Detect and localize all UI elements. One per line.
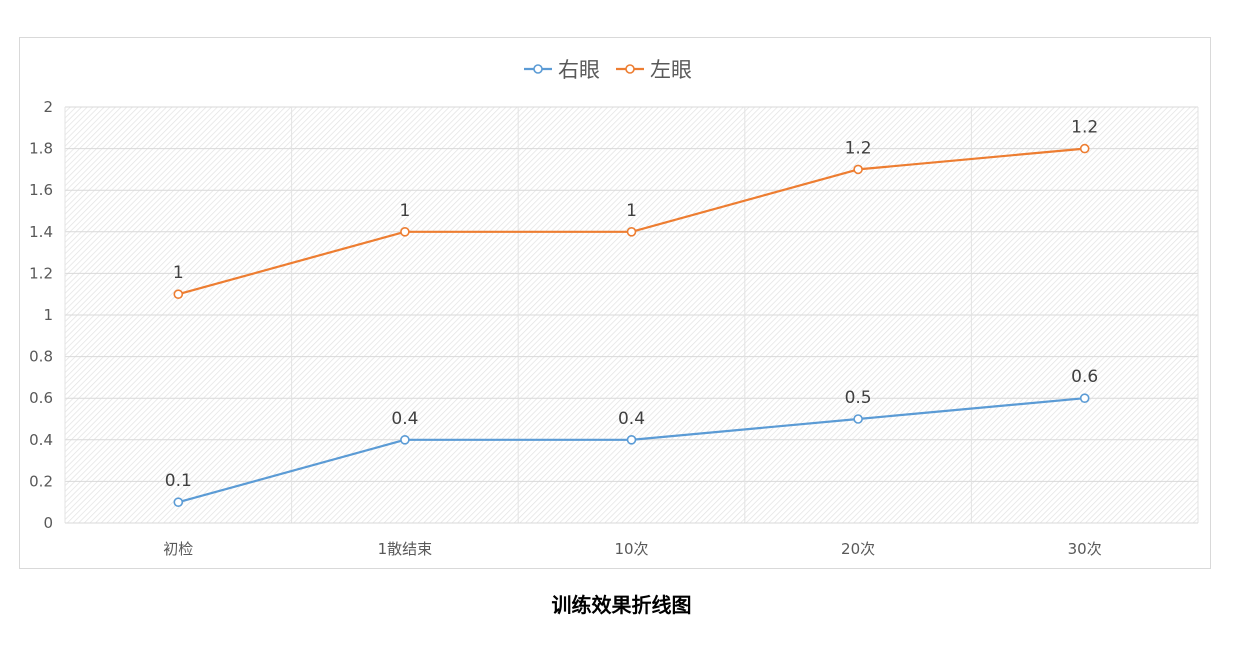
y-tick-label: 0.8: [29, 348, 53, 366]
data-label: 1: [399, 201, 410, 221]
data-label: 0.1: [165, 471, 192, 491]
series-2: 1 1 1 1.2 1.2: [173, 118, 1098, 300]
data-point: [400, 227, 410, 237]
x-tick-label: 20次: [841, 540, 875, 558]
line-chart: 0 0.2 0.4 0.6 0.8 1 1.2 1.4 1.6 1.8 2 初检 1散结束 10次 20次 3…: [29, 58, 1199, 558]
x-tick-label: 1散结束: [378, 540, 433, 558]
data-label: 0.4: [391, 409, 418, 429]
legend-label: 左眼: [650, 58, 692, 82]
x-tick-label: 初检: [163, 540, 193, 558]
data-label: 0.6: [1071, 367, 1098, 387]
y-axis-ticks: 0 0.2 0.4 0.6 0.8 1 1.2 1.4 1.6 1.8 2: [29, 98, 53, 532]
data-point: [1079, 393, 1090, 404]
data-point: [626, 227, 637, 237]
legend-marker: [533, 64, 543, 74]
chart-caption: 训练效果折线图: [551, 593, 692, 617]
data-point: [853, 164, 863, 175]
data-point: [626, 434, 637, 445]
data-label: 0.4: [618, 409, 645, 429]
x-axis-ticks: 初检 1散结束 10次 20次 30次: [163, 540, 1101, 558]
data-label: 1: [173, 263, 184, 283]
data-point: [1079, 143, 1090, 154]
series-1: 0.1 0.4 0.4 0.5 0.6: [165, 367, 1098, 508]
y-tick-label: 0.6: [29, 389, 53, 407]
x-tick-label: 30次: [1068, 540, 1102, 558]
y-tick-label: 1.8: [29, 140, 53, 158]
x-tick-label: 10次: [614, 540, 648, 558]
y-tick-label: 0.2: [29, 472, 53, 490]
data-point: [400, 434, 410, 445]
y-tick-label: 0: [43, 514, 53, 532]
y-tick-label: 0.4: [29, 431, 53, 449]
legend: 右眼 左眼: [524, 58, 692, 82]
legend-marker: [625, 64, 635, 74]
data-label: 1.2: [845, 138, 872, 158]
data-label: 0.5: [845, 388, 872, 408]
legend-item: 左眼: [616, 58, 692, 82]
y-tick-label: 1.2: [29, 264, 53, 282]
y-tick-label: 2: [43, 98, 53, 116]
y-tick-label: 1: [43, 306, 53, 324]
data-point: [173, 497, 184, 508]
chart-frame: 0 0.2 0.4 0.6 0.8 1 1.2 1.4 1.6 1.8 2 初检 1散结束 10次 20次 3…: [19, 37, 1211, 569]
y-tick-label: 1.4: [29, 223, 53, 241]
data-label: 1: [626, 201, 637, 221]
data-point: [853, 414, 863, 424]
y-tick-label: 1.6: [29, 181, 53, 199]
legend-label: 右眼: [558, 58, 600, 82]
data-label: 1.2: [1071, 118, 1098, 138]
data-point: [173, 289, 184, 300]
legend-item: 右眼: [524, 58, 600, 82]
